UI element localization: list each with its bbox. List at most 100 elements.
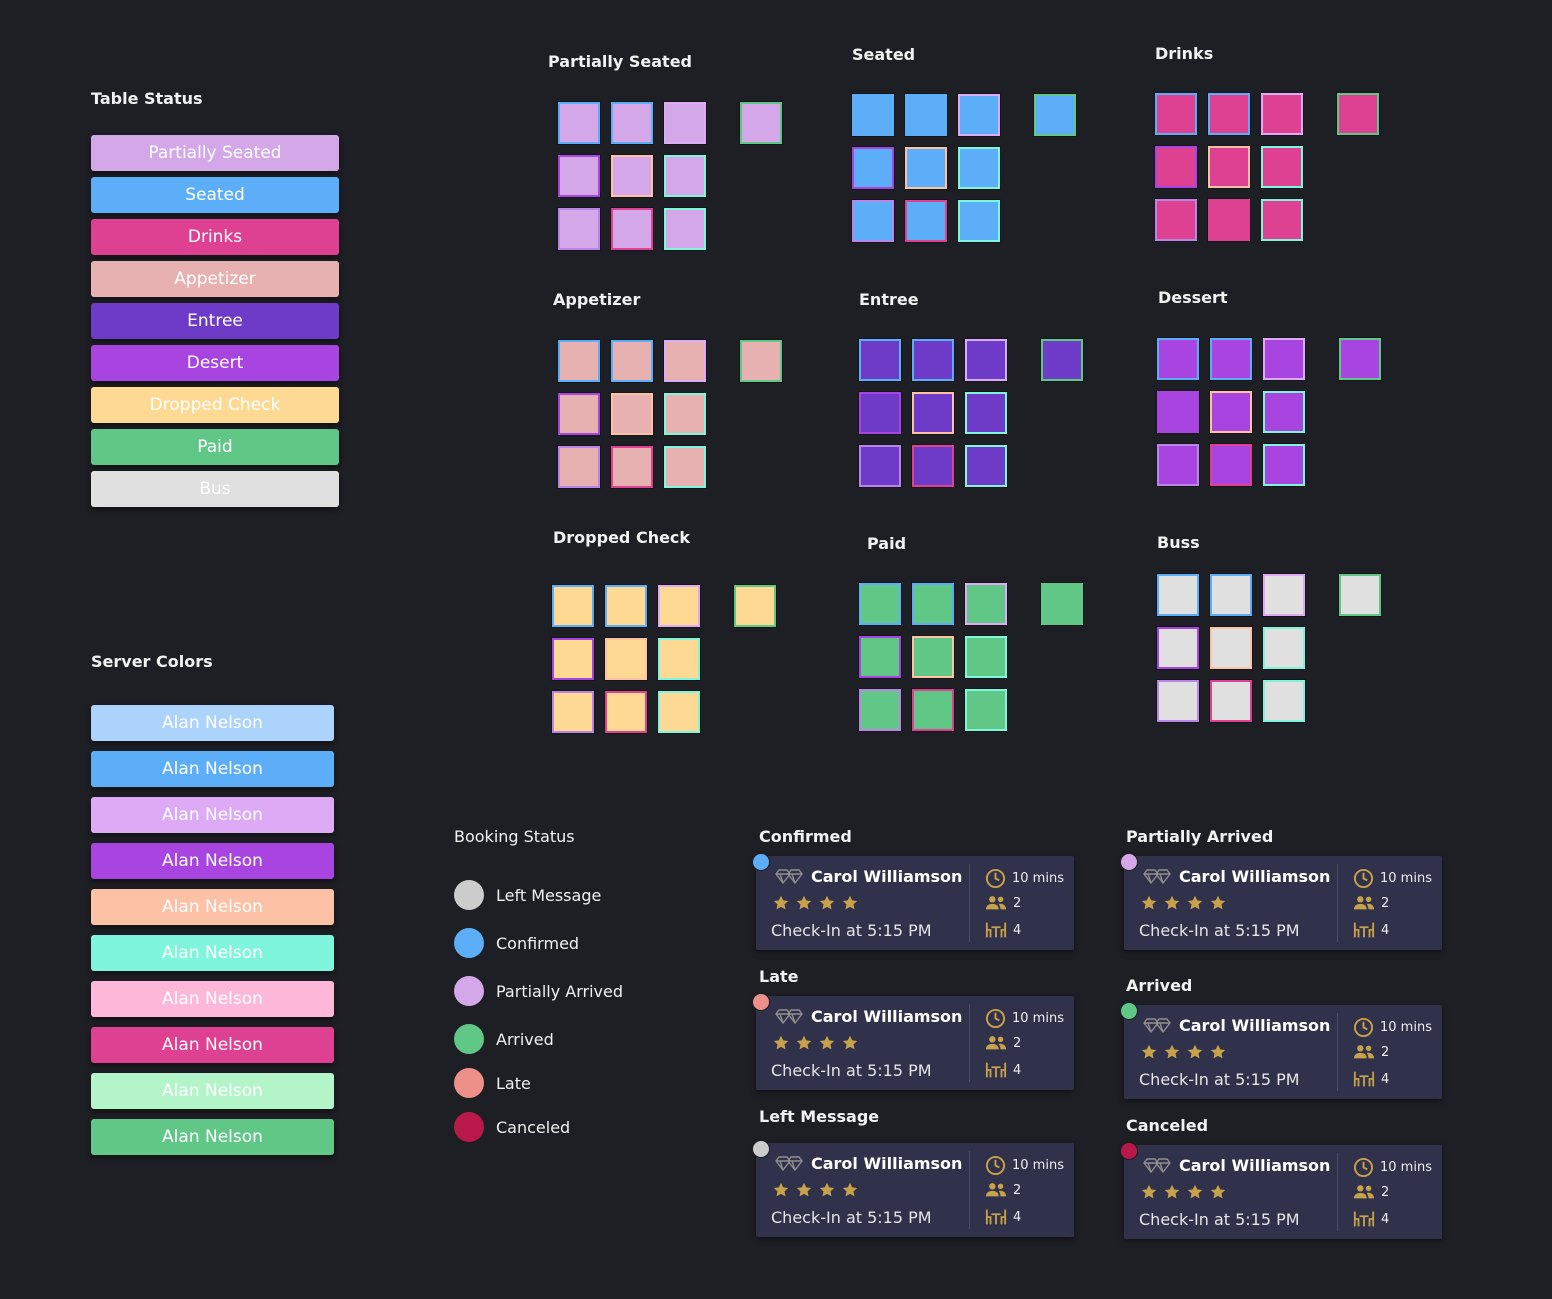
table-tile[interactable]: [1208, 146, 1250, 188]
table-tile[interactable]: [664, 393, 706, 435]
table-status-paid[interactable]: Paid: [91, 429, 339, 465]
table-tile-standalone[interactable]: [734, 585, 776, 627]
table-tile[interactable]: [611, 340, 653, 382]
table-tile[interactable]: [1263, 391, 1305, 433]
table-tile[interactable]: [852, 147, 894, 189]
server-color-item[interactable]: Alan Nelson: [91, 1027, 334, 1063]
table-tile[interactable]: [1157, 444, 1199, 486]
booking-card[interactable]: Carol Williamson Check-In at 5:15 PM 10 mi…: [1120, 1002, 1442, 1099]
table-tile-standalone[interactable]: [1337, 93, 1379, 135]
table-tile[interactable]: [658, 585, 700, 627]
table-tile[interactable]: [605, 638, 647, 680]
table-tile[interactable]: [1155, 93, 1197, 135]
table-status-partially-seated[interactable]: Partially Seated: [91, 135, 339, 171]
table-tile[interactable]: [1263, 338, 1305, 380]
table-tile[interactable]: [552, 691, 594, 733]
table-tile[interactable]: [1261, 199, 1303, 241]
table-tile[interactable]: [558, 102, 600, 144]
table-tile[interactable]: [558, 393, 600, 435]
server-color-item[interactable]: Alan Nelson: [91, 797, 334, 833]
table-tile[interactable]: [611, 155, 653, 197]
booking-card[interactable]: Carol Williamson Check-In at 5:15 PM 10 mi…: [752, 853, 1074, 950]
table-tile[interactable]: [552, 638, 594, 680]
table-tile[interactable]: [1263, 627, 1305, 669]
table-tile[interactable]: [1261, 93, 1303, 135]
server-color-item[interactable]: Alan Nelson: [91, 1119, 334, 1155]
table-tile-standalone[interactable]: [1339, 338, 1381, 380]
table-tile[interactable]: [859, 445, 901, 487]
table-tile[interactable]: [1210, 627, 1252, 669]
table-tile[interactable]: [859, 583, 901, 625]
table-tile[interactable]: [1157, 574, 1199, 616]
table-tile[interactable]: [1263, 680, 1305, 722]
table-tile[interactable]: [1208, 93, 1250, 135]
table-tile[interactable]: [664, 208, 706, 250]
table-status-entree[interactable]: Entree: [91, 303, 339, 339]
table-status-bus[interactable]: Bus: [91, 471, 339, 507]
table-tile[interactable]: [605, 691, 647, 733]
table-tile[interactable]: [1210, 338, 1252, 380]
table-tile[interactable]: [958, 200, 1000, 242]
table-tile[interactable]: [552, 585, 594, 627]
server-color-item[interactable]: Alan Nelson: [91, 981, 334, 1017]
table-tile[interactable]: [1210, 680, 1252, 722]
table-tile[interactable]: [852, 94, 894, 136]
booking-card[interactable]: Carol Williamson Check-In at 5:15 PM 10 mi…: [752, 993, 1074, 1090]
table-tile[interactable]: [912, 392, 954, 434]
server-color-item[interactable]: Alan Nelson: [91, 1073, 334, 1109]
table-tile[interactable]: [611, 102, 653, 144]
table-tile[interactable]: [859, 392, 901, 434]
table-tile[interactable]: [658, 638, 700, 680]
table-tile[interactable]: [664, 446, 706, 488]
table-tile[interactable]: [859, 339, 901, 381]
table-tile[interactable]: [558, 155, 600, 197]
table-tile[interactable]: [1157, 338, 1199, 380]
table-tile-standalone[interactable]: [1339, 574, 1381, 616]
table-tile[interactable]: [558, 446, 600, 488]
table-tile[interactable]: [1208, 199, 1250, 241]
server-color-item[interactable]: Alan Nelson: [91, 843, 334, 879]
table-status-dropped-check[interactable]: Dropped Check: [91, 387, 339, 423]
table-tile[interactable]: [1157, 627, 1199, 669]
table-tile[interactable]: [1155, 199, 1197, 241]
table-tile[interactable]: [905, 94, 947, 136]
table-tile[interactable]: [965, 445, 1007, 487]
table-tile[interactable]: [965, 583, 1007, 625]
table-tile[interactable]: [905, 147, 947, 189]
booking-card[interactable]: Carol Williamson Check-In at 5:15 PM 10 mi…: [752, 1140, 1074, 1237]
table-tile[interactable]: [912, 636, 954, 678]
table-tile[interactable]: [859, 689, 901, 731]
table-tile[interactable]: [965, 339, 1007, 381]
table-tile[interactable]: [859, 636, 901, 678]
booking-card[interactable]: Carol Williamson Check-In at 5:15 PM 10 mi…: [1120, 853, 1442, 950]
table-tile[interactable]: [611, 446, 653, 488]
booking-card[interactable]: Carol Williamson Check-In at 5:15 PM 10 mi…: [1120, 1142, 1442, 1239]
table-tile-standalone[interactable]: [1041, 339, 1083, 381]
table-tile[interactable]: [664, 102, 706, 144]
server-color-item[interactable]: Alan Nelson: [91, 705, 334, 741]
table-tile[interactable]: [611, 393, 653, 435]
table-tile[interactable]: [1210, 391, 1252, 433]
table-tile[interactable]: [912, 583, 954, 625]
table-tile-standalone[interactable]: [740, 340, 782, 382]
server-color-item[interactable]: Alan Nelson: [91, 889, 334, 925]
table-tile[interactable]: [1210, 574, 1252, 616]
table-tile-standalone[interactable]: [1034, 94, 1076, 136]
table-tile[interactable]: [664, 155, 706, 197]
table-status-seated[interactable]: Seated: [91, 177, 339, 213]
table-tile[interactable]: [905, 200, 947, 242]
table-tile[interactable]: [1210, 444, 1252, 486]
table-tile[interactable]: [958, 94, 1000, 136]
table-tile[interactable]: [611, 208, 653, 250]
table-tile[interactable]: [958, 147, 1000, 189]
table-tile[interactable]: [965, 392, 1007, 434]
table-status-drinks[interactable]: Drinks: [91, 219, 339, 255]
table-tile[interactable]: [664, 340, 706, 382]
table-tile-standalone[interactable]: [1041, 583, 1083, 625]
table-tile[interactable]: [912, 689, 954, 731]
table-tile[interactable]: [1261, 146, 1303, 188]
table-tile-standalone[interactable]: [740, 102, 782, 144]
table-tile[interactable]: [558, 208, 600, 250]
table-tile[interactable]: [1155, 146, 1197, 188]
table-tile[interactable]: [912, 339, 954, 381]
